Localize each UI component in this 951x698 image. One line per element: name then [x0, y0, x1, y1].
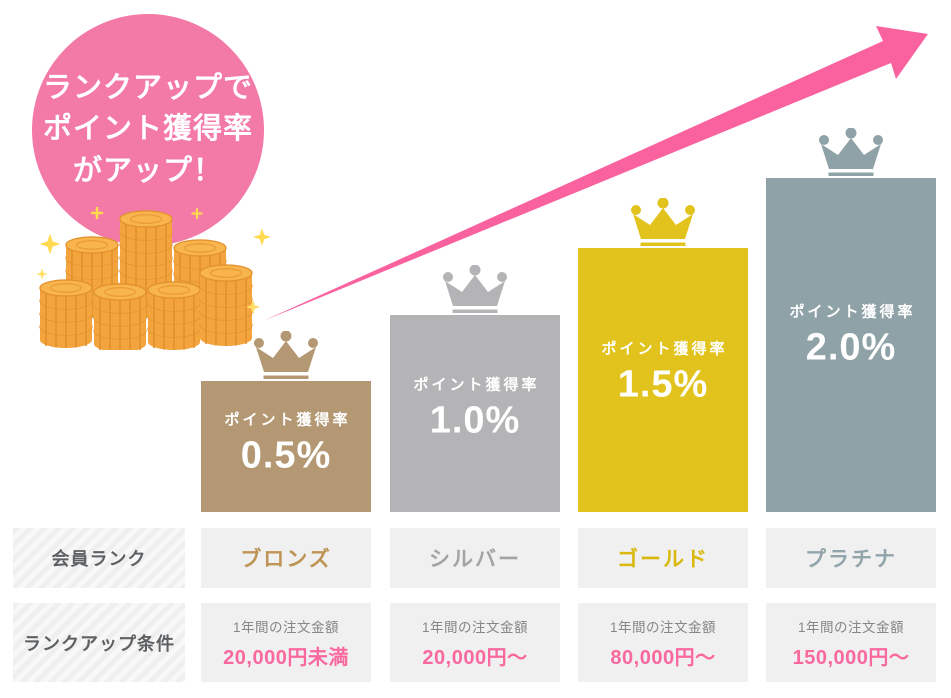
tier-name-cell-bronze: ブロンズ [201, 528, 371, 588]
rate-value: 0.5% [240, 434, 332, 477]
tier-bar-platinum: ポイント獲得率 2.0% [766, 178, 936, 512]
tier-name: シルバー [429, 548, 521, 571]
tier-name: プラチナ [805, 548, 897, 571]
condition-value: 20,000円未満 [223, 646, 349, 669]
condition-value: 150,000円～ [792, 646, 910, 669]
condition-cell-gold: 1年間の注文金額 80,000円～ [578, 603, 748, 682]
promo-badge-line1: ランクアップで [42, 72, 253, 105]
coins-illustration [36, 206, 271, 350]
tier-name: ブロンズ [240, 548, 332, 571]
crown-icon-platinum [819, 128, 883, 176]
coin-stack [147, 281, 201, 350]
rate-label: ポイント獲得率 [224, 411, 351, 429]
tier-bar-bronze: ポイント獲得率 0.5% [201, 381, 371, 512]
rank-row-header: 会員ランク [13, 528, 185, 588]
condition-value: 20,000円～ [422, 646, 528, 669]
rate-label: ポイント獲得率 [601, 340, 728, 358]
crown-icon-gold [631, 198, 695, 246]
crown-icon-silver [443, 265, 507, 313]
crown-icon-bronze [254, 331, 318, 379]
tier-name-cell-platinum: プラチナ [766, 528, 936, 588]
tier-bar-gold: ポイント獲得率 1.5% [578, 248, 748, 512]
condition-label: 1年間の注文金額 [609, 619, 716, 635]
promo-badge: ランクアップで ポイント獲得率 がアップ！ [32, 14, 264, 246]
tier-name-cell-silver: シルバー [390, 528, 560, 588]
condition-label: 1年間の注文金額 [421, 619, 528, 635]
rate-value: 2.0% [805, 326, 897, 369]
coin-stack [39, 279, 93, 349]
sparkle-icon [36, 206, 271, 315]
condition-label: 1年間の注文金額 [232, 619, 339, 635]
condition-cell-silver: 1年間の注文金額 20,000円～ [390, 603, 560, 682]
condition-value: 80,000円～ [610, 646, 716, 669]
rank-row-header-label: 会員ランク [51, 549, 147, 569]
rate-label: ポイント獲得率 [789, 303, 916, 321]
tier-bar-silver: ポイント獲得率 1.0% [390, 315, 560, 512]
coin-stack [199, 264, 253, 347]
condition-cell-platinum: 1年間の注文金額 150,000円～ [766, 603, 936, 682]
promo-badge-line3: がアップ！ [72, 154, 223, 187]
condition-row-header-label: ランクアップ条件 [23, 633, 175, 654]
promo-badge-line2: ポイント獲得率 [42, 113, 253, 146]
rate-value: 1.5% [617, 363, 709, 406]
tier-name: ゴールド [617, 548, 709, 571]
condition-row-header: ランクアップ条件 [13, 603, 185, 682]
coin-stack [93, 283, 147, 350]
condition-cell-bronze: 1年間の注文金額 20,000円未満 [201, 603, 371, 682]
rate-value: 1.0% [429, 399, 521, 442]
rate-label: ポイント獲得率 [413, 376, 540, 394]
condition-label: 1年間の注文金額 [797, 619, 904, 635]
tier-name-cell-gold: ゴールド [578, 528, 748, 588]
